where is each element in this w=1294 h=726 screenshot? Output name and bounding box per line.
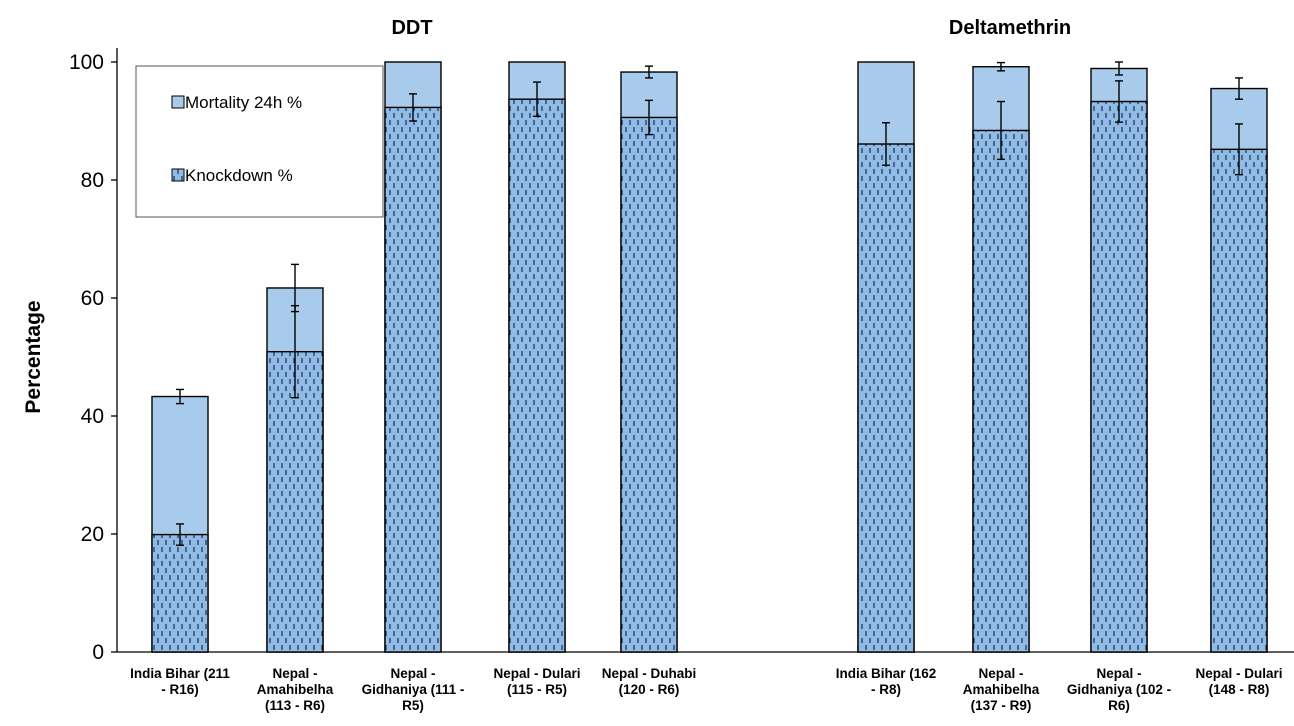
y-tick-label: 40	[81, 405, 104, 428]
legend-swatch	[171, 95, 185, 109]
bars	[151, 61, 1268, 653]
y-tick-label: 0	[92, 641, 104, 664]
category-label-line: Nepal -	[978, 666, 1023, 681]
knockdown-bar	[151, 533, 209, 653]
category-label-line: (120 - R6)	[619, 682, 680, 697]
y-tick-label: 20	[81, 523, 104, 546]
group-title: Deltamethrin	[949, 17, 1071, 39]
category-label-line: India Bihar (211	[130, 666, 230, 681]
category-label-line: (115 - R5)	[507, 682, 567, 697]
category-label-line: R5)	[402, 698, 424, 713]
knockdown-bar	[384, 106, 442, 653]
error-bars	[176, 61, 1243, 546]
legend-box	[135, 65, 384, 218]
category-label: Nepal -Gidhaniya (102 -R6)	[1067, 666, 1171, 713]
category-label: Nepal - Duhabi (120 - R6)	[602, 666, 697, 697]
category-labels: India Bihar (211- R16)Nepal -Amahibelha(…	[130, 666, 1282, 713]
category-label-line: Nepal - Duhabi	[602, 666, 697, 681]
category-label: Nepal - Dulari (148 - R8)	[1195, 666, 1282, 697]
category-label-line: - R8)	[871, 682, 901, 697]
category-label-line: Amahibelha	[257, 682, 334, 697]
y-axis-label: Percentage	[22, 300, 45, 413]
knockdown-bar	[620, 116, 678, 653]
category-label: Nepal -Amahibelha (137 - R9)	[963, 666, 1040, 713]
legend-swatch	[171, 168, 185, 182]
category-label-line: (148 - R8)	[1209, 682, 1270, 697]
axes: 0 20 40 60 80 100 Percentage DDT Deltamethrin	[22, 17, 1294, 664]
category-label-line: (113 - R6)	[265, 698, 325, 713]
category-label-line: Gidhaniya (102 -	[1067, 682, 1171, 697]
group-title: DDT	[391, 17, 432, 39]
y-tick-label: 60	[81, 287, 104, 310]
category-label-line: India Bihar (162	[836, 666, 937, 681]
category-label: India Bihar (211- R16)	[130, 666, 230, 697]
knockdown-bar	[1090, 100, 1148, 653]
y-tick-label: 80	[81, 169, 104, 192]
category-label-line: Amahibelha	[963, 682, 1040, 697]
knockdown-bar	[508, 98, 566, 653]
category-label: India Bihar (162- R8)	[836, 666, 937, 697]
category-label: Nepal -Gidhaniya (111 -R5)	[362, 666, 465, 713]
knockdown-bar	[266, 350, 324, 653]
category-label-line: - R16)	[161, 682, 199, 697]
category-label-line: Nepal -	[1096, 666, 1141, 681]
legend: Mortality 24h % Knockdown %	[135, 65, 384, 218]
legend-label: Mortality 24h %	[185, 93, 302, 112]
category-label: Nepal -Amahibelha (113 - R6)	[257, 666, 334, 713]
legend-label: Knockdown %	[185, 166, 293, 185]
category-label-line: Nepal -	[272, 666, 317, 681]
category-label-line: Nepal - Dulari	[1195, 666, 1282, 681]
category-label-line: Nepal -	[390, 666, 435, 681]
category-label-line: (137 - R9)	[971, 698, 1032, 713]
knockdown-bar	[972, 129, 1030, 653]
knockdown-bar	[857, 143, 915, 653]
category-label-line: Gidhaniya (111 -	[362, 682, 465, 697]
category-label: Nepal - Dulari (115 - R5)	[493, 666, 580, 697]
knockdown-bar	[1210, 148, 1268, 653]
category-label-line: R6)	[1108, 698, 1130, 713]
y-tick-label: 100	[69, 51, 104, 74]
category-label-line: Nepal - Dulari	[493, 666, 580, 681]
